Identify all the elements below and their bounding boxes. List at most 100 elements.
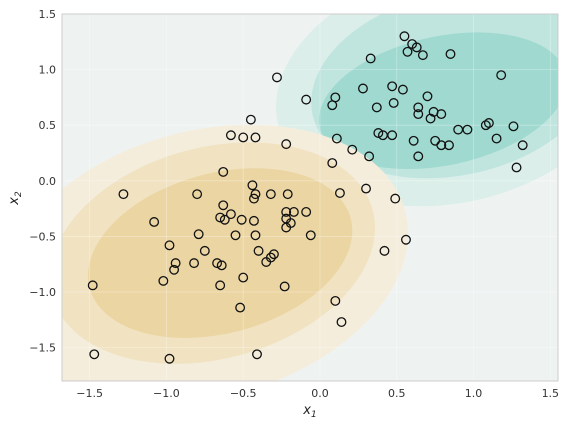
data-point-32 bbox=[387, 130, 398, 141]
data-point-16 bbox=[388, 98, 399, 108]
data-point-56 bbox=[334, 188, 345, 199]
data-point-51 bbox=[118, 189, 129, 200]
data-point-15 bbox=[327, 100, 338, 111]
data-point-69 bbox=[149, 217, 160, 227]
x-tick-labels: −1.5 −1.0 −0.5 0.0 0.5 1.0 1.5 bbox=[76, 387, 559, 400]
data-point-36 bbox=[408, 135, 419, 146]
data-point-62 bbox=[219, 214, 230, 225]
data-point-63 bbox=[236, 214, 247, 225]
data-point-12 bbox=[422, 91, 433, 102]
data-point-93 bbox=[279, 281, 290, 292]
data-point-34 bbox=[250, 132, 261, 143]
data-point-26 bbox=[508, 121, 519, 132]
data-point-48 bbox=[218, 166, 229, 177]
data-point-89 bbox=[238, 272, 249, 283]
data-point-4 bbox=[417, 50, 428, 61]
data-point-42 bbox=[517, 140, 528, 151]
data-point-47 bbox=[511, 162, 522, 173]
x-tick-label-0: −1.5 bbox=[76, 387, 103, 400]
data-point-35 bbox=[331, 133, 342, 144]
data-point-71 bbox=[281, 222, 292, 233]
data-point-73 bbox=[230, 230, 241, 241]
data-point-88 bbox=[169, 264, 180, 275]
y-tick-labels: −1.5 −1.0 −0.5 0.0 0.5 1.0 1.5 bbox=[29, 8, 56, 355]
data-point-3 bbox=[402, 46, 413, 57]
data-point-0 bbox=[399, 31, 410, 42]
data-point-86 bbox=[212, 258, 223, 269]
data-point-99 bbox=[164, 353, 175, 364]
data-point-74 bbox=[305, 230, 316, 241]
data-point-98 bbox=[252, 349, 262, 360]
x-tick-label-5: 1.0 bbox=[465, 387, 483, 400]
data-point-97 bbox=[89, 349, 100, 360]
y-tick-label-6: 1.5 bbox=[39, 8, 57, 21]
y-axis-label: x2 bbox=[7, 191, 24, 206]
data-point-21 bbox=[436, 109, 447, 120]
data-point-30 bbox=[373, 128, 384, 138]
data-point-87 bbox=[216, 260, 227, 271]
data-point-46 bbox=[327, 158, 338, 168]
data-point-53 bbox=[250, 189, 261, 200]
data-point-54 bbox=[265, 189, 276, 200]
data-point-7 bbox=[496, 70, 507, 81]
data-point-8 bbox=[272, 72, 282, 83]
teal-region-level-3 bbox=[318, 32, 558, 170]
y-tick-label-2: −0.5 bbox=[29, 230, 56, 243]
data-point-79 bbox=[253, 245, 264, 256]
data-point-61 bbox=[215, 212, 226, 223]
data-point-40 bbox=[436, 140, 447, 151]
data-point-80 bbox=[379, 245, 390, 256]
y-tick-label-0: −1.5 bbox=[29, 342, 56, 355]
y-tick-label-4: 0.5 bbox=[39, 119, 57, 132]
data-point-77 bbox=[164, 240, 175, 251]
data-point-85 bbox=[189, 258, 200, 269]
sand-region-level-3 bbox=[88, 168, 353, 338]
data-point-83 bbox=[261, 257, 272, 267]
data-point-44 bbox=[364, 151, 375, 162]
data-point-11 bbox=[397, 84, 408, 95]
data-point-76 bbox=[401, 234, 411, 245]
data-point-14 bbox=[301, 94, 312, 105]
data-point-25 bbox=[480, 120, 491, 131]
data-point-22 bbox=[425, 113, 436, 124]
data-point-64 bbox=[281, 207, 292, 217]
data-point-65 bbox=[288, 207, 299, 217]
data-point-10 bbox=[387, 81, 398, 92]
data-point-67 bbox=[249, 215, 259, 226]
data-point-96 bbox=[336, 317, 347, 328]
data-points bbox=[87, 31, 528, 364]
data-point-95 bbox=[235, 302, 246, 313]
data-point-75 bbox=[250, 230, 261, 241]
x-tick-label-1: −1.0 bbox=[153, 387, 180, 400]
y-tick-label-5: 1.0 bbox=[39, 64, 57, 77]
data-point-17 bbox=[371, 102, 382, 113]
data-point-6 bbox=[365, 53, 376, 64]
data-point-90 bbox=[158, 275, 169, 286]
data-point-29 bbox=[225, 130, 236, 141]
data-point-57 bbox=[390, 193, 401, 204]
data-point-60 bbox=[225, 209, 236, 220]
data-point-28 bbox=[462, 124, 473, 135]
y-tick-label-1: −1.0 bbox=[29, 286, 56, 299]
x-tick-label-3: 0.0 bbox=[311, 387, 329, 400]
data-point-5 bbox=[445, 49, 456, 59]
grid bbox=[62, 14, 558, 381]
data-point-19 bbox=[413, 109, 424, 120]
y-tick-label-3: 0.0 bbox=[39, 175, 57, 188]
x-axis-label: x1 bbox=[302, 403, 316, 420]
data-point-55 bbox=[282, 189, 293, 200]
data-point-39 bbox=[281, 139, 292, 150]
data-point-45 bbox=[413, 151, 424, 162]
data-point-52 bbox=[192, 189, 203, 200]
data-point-59 bbox=[218, 200, 229, 211]
data-point-91 bbox=[87, 280, 98, 291]
x-tick-label-2: −0.5 bbox=[230, 387, 257, 400]
data-point-78 bbox=[199, 245, 210, 256]
data-point-43 bbox=[347, 144, 358, 155]
data-point-2 bbox=[411, 42, 422, 53]
data-point-41 bbox=[444, 140, 454, 151]
data-point-23 bbox=[245, 114, 256, 125]
data-point-18 bbox=[413, 102, 424, 113]
